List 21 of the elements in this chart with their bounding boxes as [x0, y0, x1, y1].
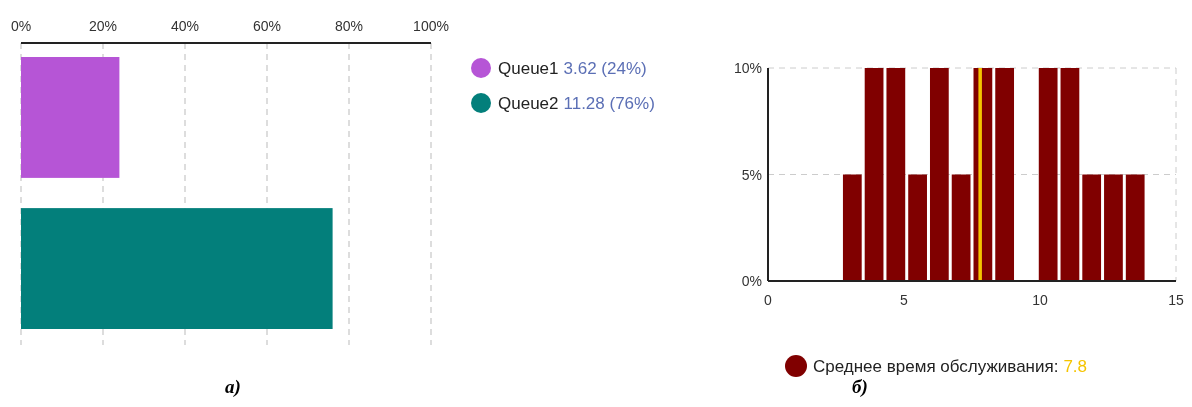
x-tick-label: 5: [900, 292, 909, 308]
legend-label: Среднее время обслуживания:: [813, 357, 1059, 376]
text: 11.28 (76%): [563, 94, 655, 113]
x-tick-label: 0: [764, 292, 773, 308]
text: б): [852, 376, 868, 398]
y-tick-label: 10%: [733, 60, 762, 76]
y-tick-label: 5%: [741, 166, 762, 183]
ref-line-label: 7.8: [1063, 357, 1088, 376]
x-tick-label: 15: [1168, 292, 1184, 308]
legend-label: Queue1: [498, 59, 559, 78]
text: 3.62 (24%): [563, 59, 647, 78]
x-tick-label: 0%: [10, 18, 32, 34]
x-tick-label: 40%: [170, 18, 200, 34]
x-tick-label: 80%: [334, 18, 364, 34]
x-tick-label: 20%: [88, 18, 118, 34]
x-tick-label: 60%: [252, 18, 282, 34]
x-tick-label: 10: [1032, 292, 1048, 308]
legend-label: Queue2: [498, 94, 559, 113]
y-tick-label: 0%: [741, 273, 762, 289]
x-tick-label: 100%: [413, 18, 449, 34]
text: а): [225, 376, 241, 398]
